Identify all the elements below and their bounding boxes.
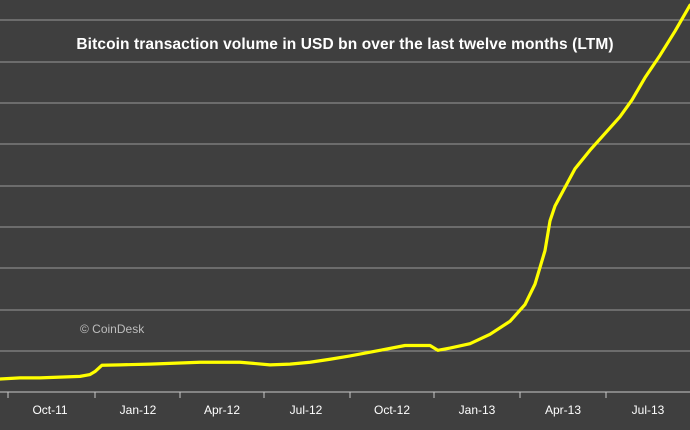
chart-title: Bitcoin transaction volume in USD bn ove…	[76, 36, 614, 53]
series-line-0	[0, 3, 690, 381]
x-tick-label: Jan-12	[120, 403, 157, 417]
x-tick-label: Apr-13	[545, 403, 581, 417]
x-tick-label: Jul-13	[632, 403, 665, 417]
x-tick-label: Jan-13	[459, 403, 496, 417]
x-tick-label: Oct-12	[374, 403, 410, 417]
x-tick-label: Oct-11	[32, 403, 67, 417]
coindesk-watermark: © CoinDesk	[80, 322, 145, 336]
x-tick-label: Jul-12	[290, 403, 323, 417]
x-tick-label: Apr-12	[204, 403, 240, 417]
